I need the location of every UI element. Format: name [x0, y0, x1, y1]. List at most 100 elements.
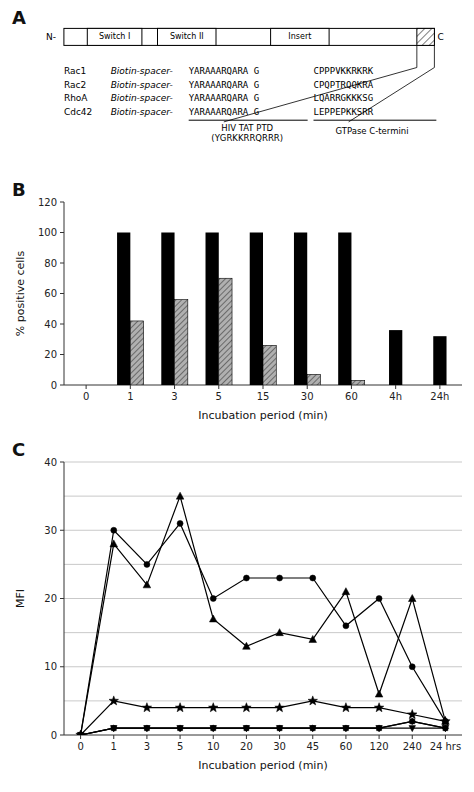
marker [375, 690, 383, 697]
marker [111, 527, 117, 533]
marker [410, 719, 415, 724]
y-tick [60, 385, 64, 386]
marker [275, 703, 285, 712]
peptide-cell: Biotin-spacer- [111, 80, 173, 90]
peptide-cell: LQARRGKKKSG [314, 93, 374, 103]
peptide-cell: YARAAARQARA G [189, 107, 259, 117]
reference-line [64, 632, 462, 633]
marker [143, 581, 151, 588]
c-terminal-box [417, 28, 435, 45]
x-tick-label: 30 [273, 741, 286, 752]
peptide-cell: Biotin-spacer- [111, 93, 173, 103]
marker [110, 726, 117, 732]
marker [209, 615, 217, 622]
peptide-cell: Cdc42 [64, 107, 92, 117]
background [0, 0, 474, 792]
marker [178, 726, 183, 731]
y-axis-label: % positive cells [14, 251, 27, 337]
marker [109, 696, 119, 705]
marker [176, 492, 184, 499]
y-tick-label: 120 [38, 197, 57, 208]
axes: 02040608010012001351530604h24hIncubation… [14, 197, 462, 423]
segment-label: GTPase C-termini [335, 126, 408, 136]
x-tick [345, 735, 346, 739]
marker [177, 520, 183, 526]
x-tick-label: 0 [83, 391, 89, 402]
domain-box [158, 28, 217, 45]
marker [110, 540, 118, 547]
marker [210, 726, 217, 732]
marker [308, 696, 318, 705]
bar [307, 374, 320, 385]
x-tick [379, 735, 380, 739]
terminus-label: C [438, 32, 444, 42]
marker [211, 726, 216, 731]
lines [76, 492, 450, 735]
x-tick-label: 3 [171, 391, 177, 402]
y-tick [60, 462, 64, 463]
x-tick [307, 385, 308, 389]
series-line [81, 721, 446, 735]
bar [250, 233, 263, 386]
x-tick-label: 45 [306, 741, 319, 752]
marker [77, 732, 84, 735]
y-tick [60, 735, 64, 736]
x-tick-label: 0 [77, 741, 83, 752]
x-tick-label: 120 [370, 741, 389, 752]
x-tick [312, 735, 313, 739]
x-tick [80, 735, 81, 739]
figure: AN-Switch ISwitch IIInsertCRac1Biotin-sp… [0, 0, 474, 792]
x-tick [113, 735, 114, 739]
line-panel: C0102030400135102030456012024024 hrsIncu… [12, 439, 462, 772]
peptide-cell: YARAAARQARA G [189, 80, 259, 90]
bar [433, 385, 446, 386]
x-tick-label: 240 [403, 741, 422, 752]
terminus-label: N- [46, 32, 56, 42]
series-line [81, 523, 446, 735]
series-line [81, 701, 446, 735]
x-axis-label: Incubation period (min) [198, 759, 327, 772]
y-tick-label: 0 [51, 380, 57, 391]
bar [389, 385, 402, 386]
x-tick [412, 735, 413, 739]
x-tick [146, 735, 147, 739]
y-tick-label: 80 [44, 258, 57, 269]
x-tick-label: 4h [389, 391, 402, 402]
bar [263, 345, 276, 385]
panel-label: A [12, 7, 26, 28]
marker [409, 726, 416, 732]
marker [309, 726, 316, 732]
marker [277, 726, 282, 731]
x-tick-label: 1 [127, 391, 133, 402]
marker [409, 718, 416, 725]
x-tick [130, 385, 131, 389]
marker [276, 629, 284, 636]
x-tick [279, 735, 280, 739]
marker [374, 703, 384, 712]
panel-label: C [12, 439, 25, 460]
y-tick-label: 60 [44, 288, 57, 299]
bar [130, 321, 143, 385]
x-tick [439, 385, 440, 389]
marker [343, 726, 350, 732]
y-tick [60, 666, 64, 667]
y-tick [60, 202, 64, 203]
bar [338, 233, 351, 386]
x-tick [174, 385, 175, 389]
reference-line [64, 700, 462, 701]
marker [208, 703, 218, 712]
series-line [81, 496, 446, 735]
marker [78, 732, 84, 735]
marker [175, 703, 185, 712]
reference-line [64, 496, 462, 497]
domain-label: Insert [288, 32, 311, 41]
x-tick [395, 385, 396, 389]
y-tick [60, 530, 64, 531]
y-tick-label: 10 [44, 661, 57, 672]
marker [376, 726, 383, 732]
page: {"chart_data": [ {"type": "diagram", "ti… [0, 0, 474, 792]
x-tick [86, 385, 87, 389]
x-tick [218, 385, 219, 389]
domain-label: Switch I [99, 32, 130, 41]
marker [77, 732, 84, 735]
